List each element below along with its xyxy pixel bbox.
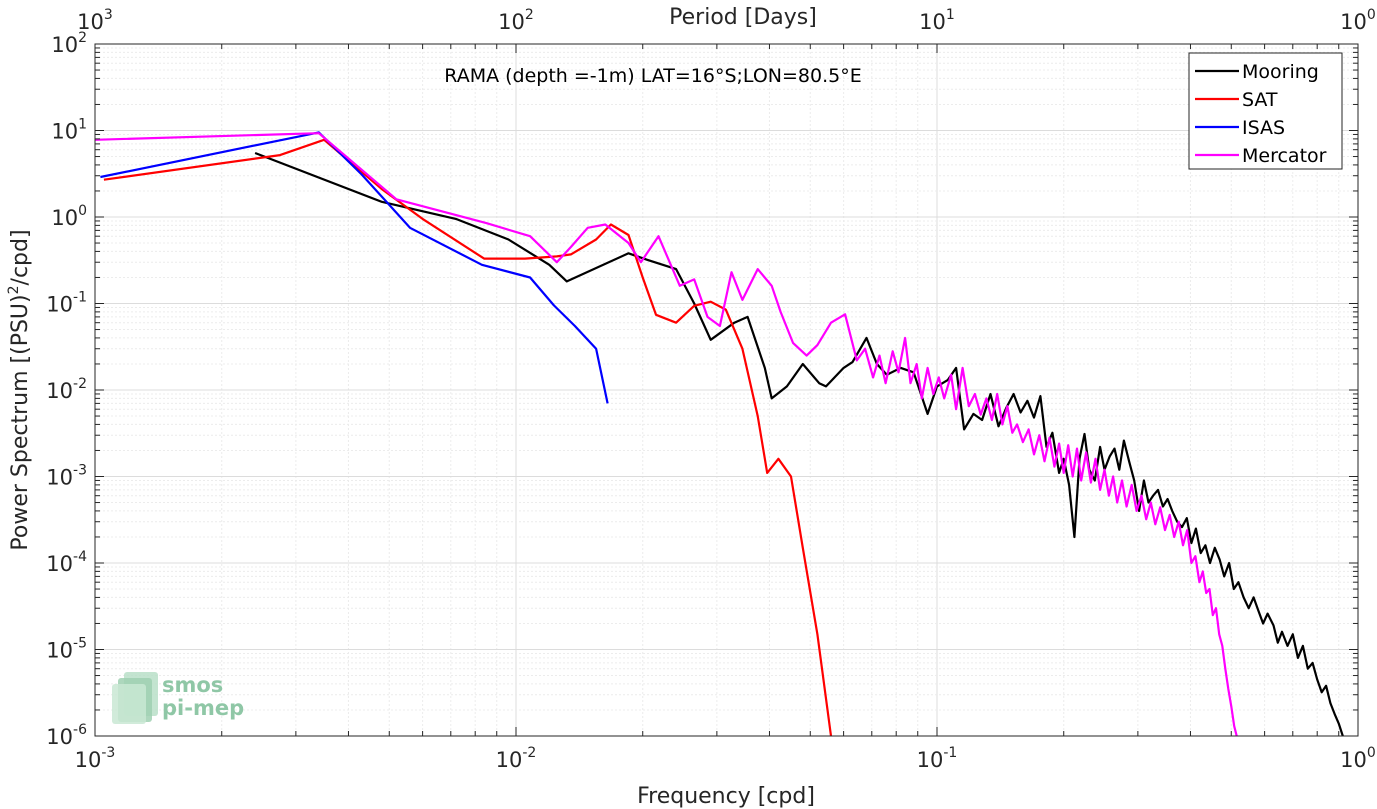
y-tick-label: 100 [51, 203, 87, 230]
ticks [94, 44, 1358, 737]
y-tick-label: 10-5 [46, 636, 87, 663]
y-axis-label-unit: /cpd] [8, 229, 33, 285]
x-tick-label: 10-2 [496, 745, 537, 772]
top-axis-label: Period [Days] [669, 5, 817, 30]
series-layer [94, 131, 1344, 737]
y-tick-label: 102 [51, 30, 87, 57]
y-tick-label: 101 [51, 117, 87, 144]
y-tick-label: 10-2 [46, 376, 87, 403]
y-axis-label: Power Spectrum [(PSU)2/cpd] [6, 229, 33, 550]
series-line-sat [103, 138, 833, 737]
series-line-mercator [94, 132, 1238, 737]
top-tick-label: 102 [498, 7, 534, 34]
y-tick-label: 10-4 [46, 549, 87, 576]
x-tick-label: 10-3 [75, 745, 116, 772]
logo-line-1: smos [162, 673, 223, 697]
y-axis-label-exponent: 2 [6, 285, 22, 294]
smos-pi-mep-logo: smos pi-mep [112, 672, 244, 724]
x-tick-label: 100 [1340, 745, 1376, 772]
legend-box [1188, 52, 1343, 170]
legend-label-mooring: Mooring [1242, 61, 1319, 83]
top-tick-label: 101 [919, 7, 955, 34]
y-tick-label: 10-1 [46, 290, 87, 317]
legend-label-mercator: Mercator [1242, 145, 1327, 167]
series-line-mooring [254, 151, 1344, 737]
x-axis-label: Frequency [cpd] [637, 784, 815, 809]
legend-label-isas: ISAS [1242, 117, 1285, 139]
legend: Mooring SAT ISAS Mercator [1188, 52, 1343, 170]
logo-line-2: pi-mep [162, 696, 244, 720]
logo-tile-3 [112, 684, 146, 724]
y-axis-label-main: Power Spectrum [(PSU) [8, 294, 33, 550]
y-tick-label: 10-3 [46, 463, 87, 490]
legend-label-sat: SAT [1242, 89, 1278, 111]
chart-title: RAMA (depth =-1m) LAT=16°S;LON=80.5°E [444, 65, 861, 87]
top-tick-label: 103 [77, 7, 113, 34]
y-tick-label: 10-6 [46, 722, 87, 749]
series-line-isas [100, 131, 609, 404]
top-tick-label: 100 [1340, 7, 1376, 34]
x-tick-label: 10-1 [917, 745, 958, 772]
